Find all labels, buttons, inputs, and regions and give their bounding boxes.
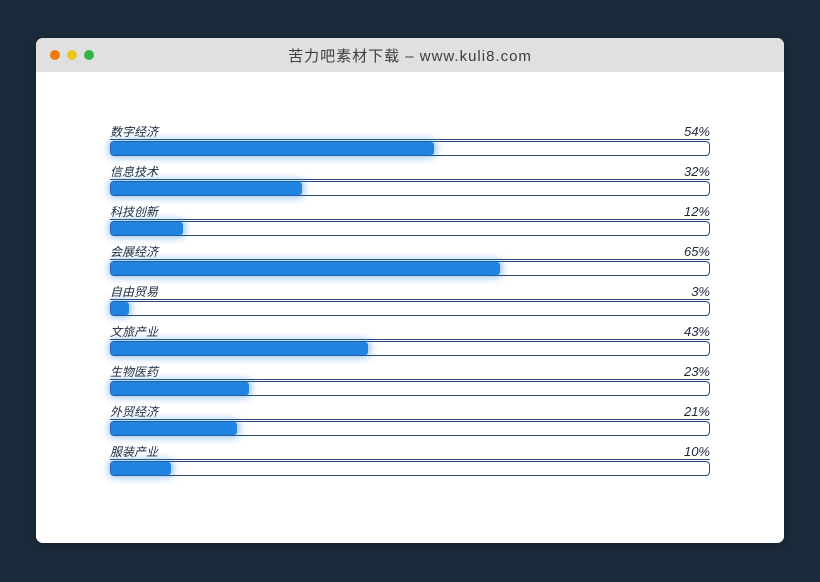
bar-value: 12% — [683, 204, 710, 219]
bar-track — [110, 221, 710, 236]
page-content: 数字经济 54% 信息技术 32% 科技创新 12% 会展经济 65% — [36, 72, 784, 543]
bar-value: 65% — [683, 244, 710, 259]
close-button[interactable] — [50, 50, 60, 60]
bar-header: 生物医药 23% — [110, 364, 710, 380]
bar-fill — [111, 382, 249, 395]
bar-row: 会展经济 65% — [110, 244, 710, 284]
bar-label: 会展经济 — [110, 245, 159, 259]
bar-label: 服装产业 — [110, 445, 159, 459]
window-titlebar: 苦力吧素材下载 – www.kuli8.com — [36, 38, 784, 72]
bar-label: 信息技术 — [110, 165, 159, 179]
bar-track — [110, 141, 710, 156]
bar-header: 文旅产业 43% — [110, 324, 710, 340]
bar-row: 自由贸易 3% — [110, 284, 710, 324]
bar-label: 生物医药 — [110, 365, 159, 379]
bar-fill — [111, 182, 303, 195]
bar-value: 54% — [683, 124, 710, 139]
bar-track — [110, 381, 710, 396]
bar-track — [110, 461, 710, 476]
bar-fill — [111, 142, 434, 155]
browser-window: 苦力吧素材下载 – www.kuli8.com 数字经济 54% 信息技术 32… — [36, 38, 784, 543]
bar-header: 外贸经济 21% — [110, 404, 710, 420]
traffic-lights — [36, 50, 94, 60]
bar-header: 自由贸易 3% — [110, 284, 710, 300]
bar-header: 数字经济 54% — [110, 124, 710, 140]
bar-value: 3% — [691, 284, 710, 299]
bar-header: 科技创新 12% — [110, 204, 710, 220]
bar-fill — [111, 342, 369, 355]
bar-label: 文旅产业 — [110, 325, 159, 339]
bar-label: 科技创新 — [110, 205, 159, 219]
bar-header: 会展经济 65% — [110, 244, 710, 260]
bar-fill — [111, 422, 237, 435]
bar-row: 外贸经济 21% — [110, 404, 710, 444]
window-title: 苦力吧素材下载 – www.kuli8.com — [288, 47, 532, 65]
bar-fill — [111, 302, 129, 315]
bar-row: 信息技术 32% — [110, 164, 710, 204]
bar-row: 生物医药 23% — [110, 364, 710, 404]
bar-chart: 数字经济 54% 信息技术 32% 科技创新 12% 会展经济 65% — [110, 124, 710, 484]
bar-row: 文旅产业 43% — [110, 324, 710, 364]
bar-label: 外贸经济 — [110, 405, 159, 419]
bar-fill — [111, 262, 500, 275]
bar-track — [110, 341, 710, 356]
maximize-button[interactable] — [84, 50, 94, 60]
bar-label: 数字经济 — [110, 125, 159, 139]
bar-value: 43% — [683, 324, 710, 339]
bar-value: 23% — [683, 364, 710, 379]
bar-label: 自由贸易 — [110, 285, 159, 299]
bar-fill — [111, 462, 171, 475]
bar-track — [110, 301, 710, 316]
bar-header: 信息技术 32% — [110, 164, 710, 180]
bar-fill — [111, 222, 183, 235]
bar-track — [110, 261, 710, 276]
minimize-button[interactable] — [67, 50, 77, 60]
bar-value: 10% — [683, 444, 710, 459]
bar-header: 服装产业 10% — [110, 444, 710, 460]
bar-value: 21% — [683, 404, 710, 419]
bar-track — [110, 421, 710, 436]
bar-row: 服装产业 10% — [110, 444, 710, 484]
bar-row: 科技创新 12% — [110, 204, 710, 244]
bar-value: 32% — [683, 164, 710, 179]
bar-track — [110, 181, 710, 196]
bar-row: 数字经济 54% — [110, 124, 710, 164]
